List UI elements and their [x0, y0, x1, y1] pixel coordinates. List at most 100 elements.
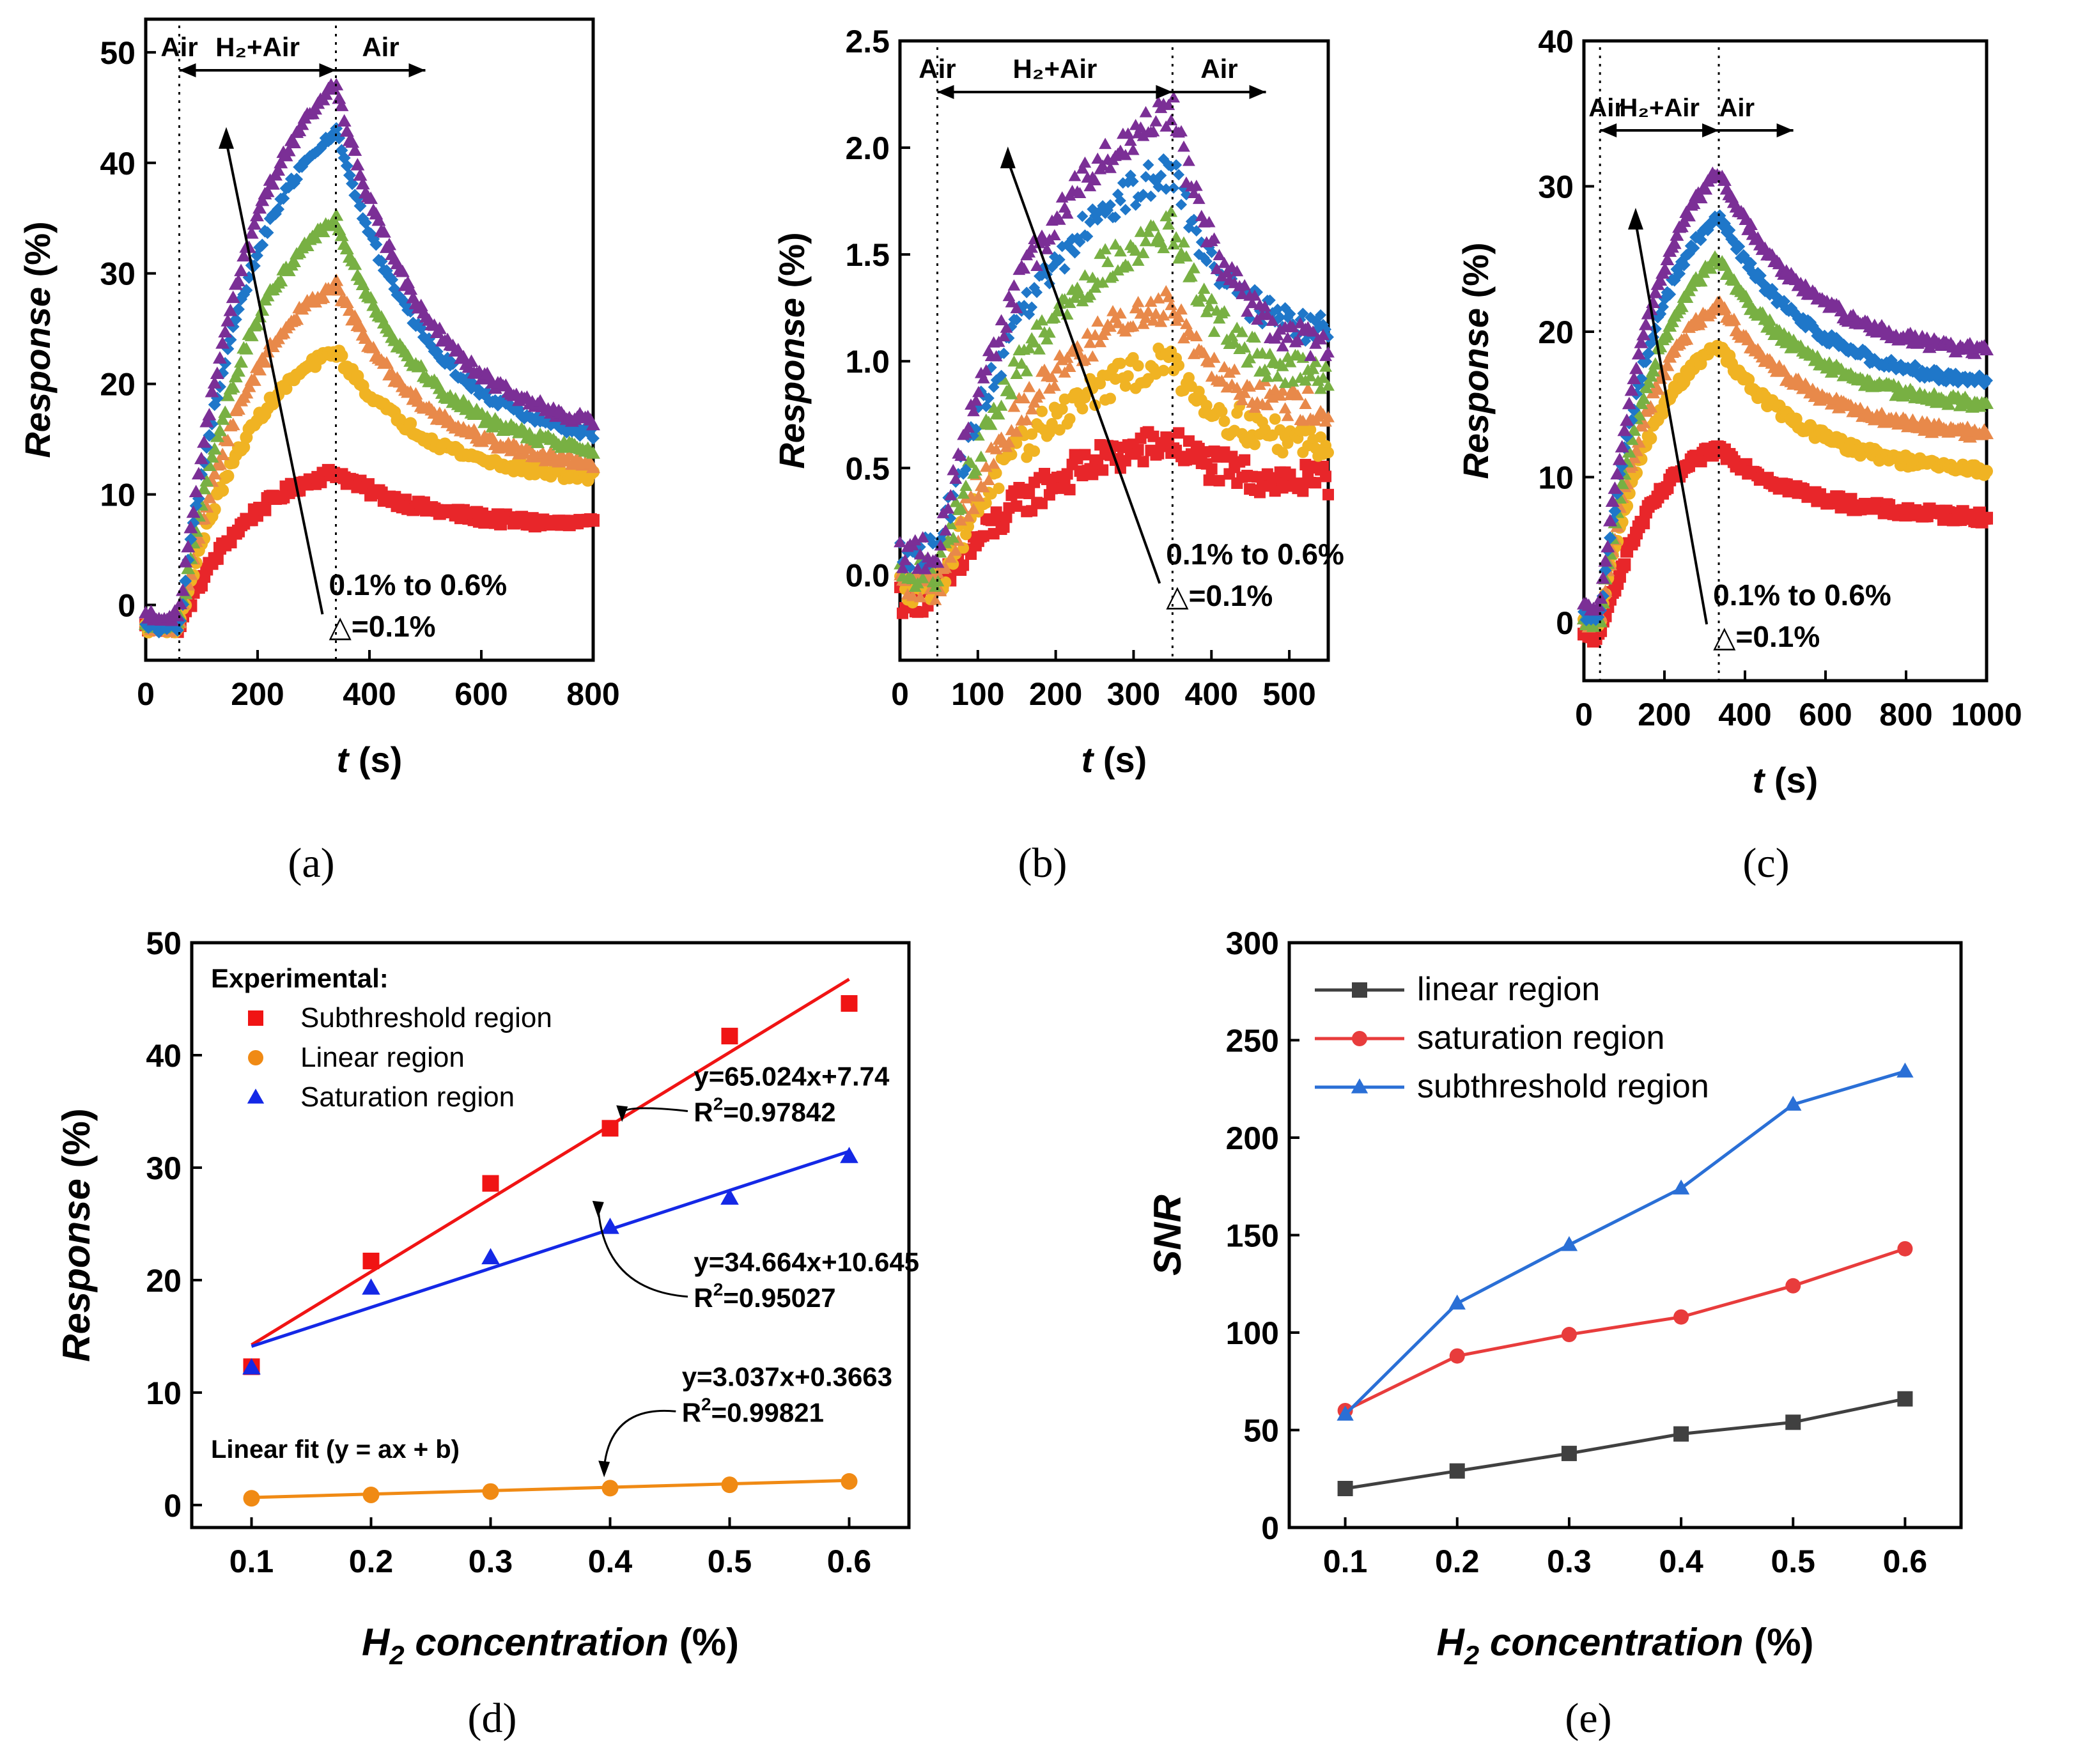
- data-point: [256, 238, 269, 252]
- data-point: [1058, 366, 1071, 378]
- data-point: [144, 605, 159, 617]
- data-point: [414, 359, 428, 372]
- data-point: [1741, 332, 1756, 346]
- data-point: [1011, 500, 1023, 512]
- air-label: Air: [919, 54, 956, 84]
- data-point: [1315, 431, 1327, 443]
- data-point: [1129, 244, 1142, 256]
- response-curve-0-6pct: [1577, 166, 1994, 616]
- data-point: [601, 1218, 619, 1234]
- data-point: [992, 408, 1005, 420]
- data-point: [944, 489, 958, 500]
- data-point: [1127, 175, 1139, 187]
- data-point: [308, 231, 323, 244]
- data-point: [1218, 256, 1231, 268]
- data-point: [376, 225, 391, 238]
- data-point: [1045, 371, 1058, 382]
- data-point: [1281, 410, 1294, 421]
- data-point: [1941, 397, 1956, 410]
- arrow-head: [408, 63, 426, 77]
- response-curve-0-4pct: [1577, 250, 1994, 632]
- data-point: [1228, 336, 1241, 348]
- data-point: [210, 552, 224, 565]
- data-point: [1897, 1391, 1913, 1407]
- data-point: [281, 144, 296, 157]
- data-point: [252, 201, 267, 214]
- concentration-range-label: 0.1% to 0.6%: [1166, 538, 1344, 571]
- data-point: [1002, 436, 1016, 448]
- data-point: [1076, 403, 1089, 415]
- data-point: [967, 405, 980, 417]
- data-point: [1168, 182, 1180, 194]
- data-point: [216, 484, 229, 497]
- data-point: [464, 354, 479, 368]
- data-point: [366, 341, 381, 353]
- data-point: [234, 355, 249, 368]
- data-point: [1693, 190, 1708, 204]
- x-tick-label: 0.1: [229, 1544, 274, 1579]
- data-point: [1048, 311, 1061, 323]
- data-point: [1723, 224, 1736, 237]
- data-point: [1608, 504, 1622, 518]
- data-point: [1299, 398, 1312, 409]
- data-point: [1677, 258, 1691, 272]
- data-point: [329, 274, 344, 286]
- data-point: [260, 184, 275, 197]
- data-point: [1207, 232, 1221, 244]
- x-tick-label: 0.5: [708, 1544, 752, 1579]
- data-point: [1018, 262, 1031, 274]
- data-point: [1674, 299, 1689, 313]
- data-point: [1612, 453, 1627, 465]
- data-point: [1605, 494, 1620, 507]
- data-point: [1109, 238, 1122, 250]
- data-point: [1641, 347, 1655, 360]
- data-point: [989, 350, 1003, 362]
- panel-label: (c): [1742, 840, 1789, 886]
- data-point: [255, 303, 270, 316]
- x-tick-label: 400: [1185, 676, 1238, 712]
- response-curve-0-6pct: [894, 91, 1335, 575]
- data-point: [1210, 263, 1223, 274]
- y-tick-label: 0: [164, 1488, 182, 1524]
- data-point: [1297, 307, 1309, 320]
- legend-label: Subthreshold region: [300, 1002, 552, 1033]
- data-point: [1074, 236, 1086, 248]
- y-tick-label: 10: [146, 1375, 182, 1411]
- data-point: [362, 1278, 380, 1295]
- data-point: [231, 402, 245, 415]
- data-point: [1200, 399, 1213, 412]
- data-point: [1200, 255, 1213, 267]
- h2-air-label: H₂+Air: [1012, 54, 1097, 84]
- data-point: [1223, 366, 1236, 378]
- data-point: [1167, 91, 1181, 103]
- data-point: [1105, 199, 1117, 211]
- data-point: [522, 441, 537, 454]
- legend-label: subthreshold region: [1417, 1068, 1709, 1105]
- data-point: [954, 502, 968, 514]
- data-point: [205, 384, 219, 398]
- data-point: [952, 534, 965, 546]
- data-point: [896, 562, 909, 573]
- data-point: [1026, 301, 1038, 313]
- data-point: [239, 342, 254, 355]
- data-point: [1097, 464, 1109, 476]
- data-point: [1086, 271, 1099, 283]
- x-tick-label: 0.5: [1771, 1544, 1815, 1579]
- data-point: [1274, 311, 1286, 323]
- air-label: Air: [1719, 94, 1755, 122]
- data-point: [242, 1358, 261, 1375]
- data-point: [1785, 1278, 1801, 1294]
- data-point: [1109, 211, 1121, 223]
- data-point: [215, 412, 230, 425]
- data-point: [1197, 346, 1211, 359]
- data-point: [1119, 454, 1131, 467]
- data-point: [1603, 514, 1618, 527]
- data-point: [1732, 240, 1746, 253]
- equation-pointer: [597, 1207, 688, 1298]
- data-point: [1036, 405, 1048, 417]
- data-point: [481, 1248, 500, 1265]
- plot-frame: [190, 941, 911, 1529]
- data-point: [982, 474, 995, 486]
- data-point: [1147, 125, 1160, 137]
- data-point: [1030, 259, 1043, 271]
